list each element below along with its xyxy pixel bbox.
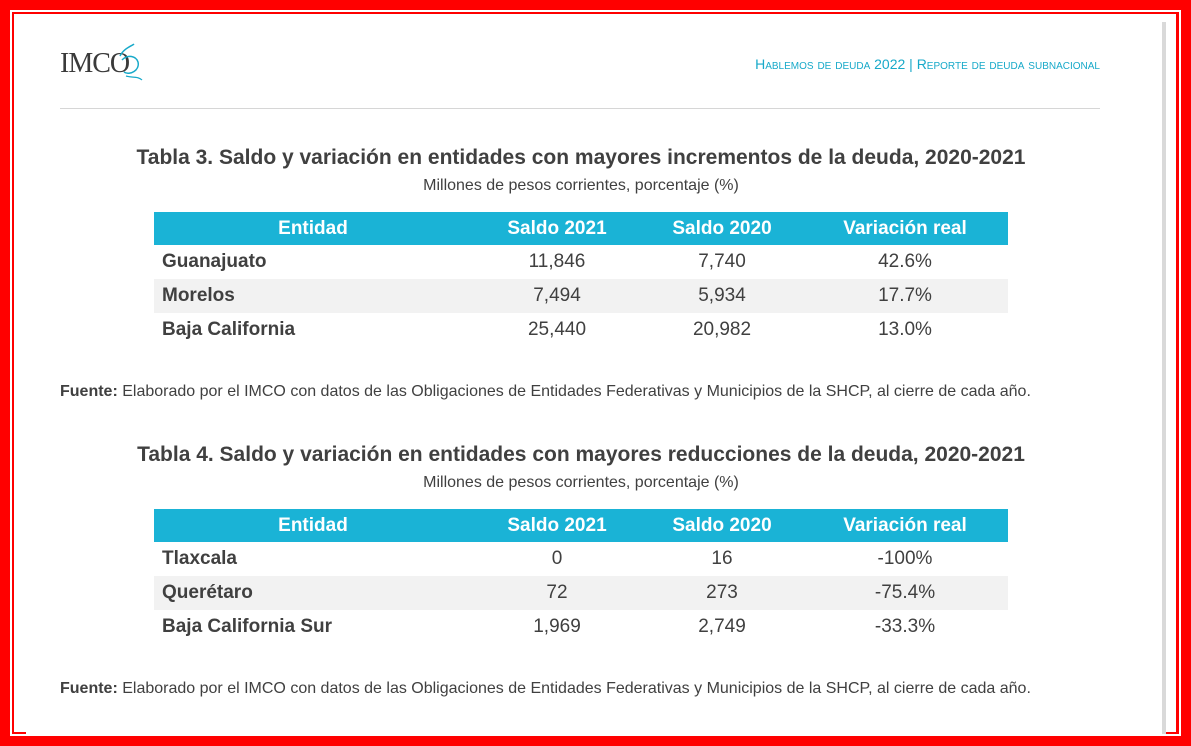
entity-cell: Baja California: [162, 319, 296, 340]
column-header: Saldo 2021: [472, 212, 642, 245]
value-cell: 7,740: [698, 251, 746, 272]
document-page: IMCO Hablemos de deuda 2022 | Reporte de…: [26, 22, 1166, 734]
value-cell: 1,969: [533, 616, 581, 637]
value-cell: 11,846: [528, 251, 586, 272]
table-row: Baja California 25,440 20,982 13.0%: [154, 313, 1008, 347]
table-header-row: Entidad Saldo 2021 Saldo 2020 Variación …: [154, 212, 1008, 245]
entity-cell: Querétaro: [154, 576, 472, 610]
value-cell: 2,749: [698, 616, 746, 637]
table-4-title: Tabla 4. Saldo y variación en entidades …: [137, 443, 1025, 466]
table-row: Querétaro 72 273 -75.4%: [154, 576, 1008, 610]
table-4-subtitle: Millones de pesos corrientes, porcentaje…: [423, 474, 739, 491]
value-cell: 25,440: [527, 319, 587, 340]
source-label: Fuente:: [60, 680, 118, 697]
report-header-title: Hablemos de deuda 2022 | Reporte de deud…: [755, 56, 1100, 72]
column-header: Entidad: [154, 509, 472, 542]
column-header: Saldo 2021: [472, 509, 642, 542]
column-header: Saldo 2020: [642, 212, 802, 245]
logo-swirl-icon: [119, 43, 143, 81]
value-cell: -100%: [877, 548, 933, 569]
value-cell: 42.6%: [878, 251, 932, 272]
column-header: Saldo 2020: [642, 509, 802, 542]
entity-cell: Guanajuato: [162, 251, 267, 272]
table-row: Baja California Sur 1,969 2,749 -33.3%: [154, 610, 1008, 644]
table-3-source: Fuente: Elaborado por el IMCO con datos …: [60, 380, 1110, 403]
entity-cell: Baja California Sur: [162, 616, 332, 637]
column-header: Entidad: [154, 212, 472, 245]
source-text: Elaborado por el IMCO con datos de las O…: [122, 383, 1031, 400]
value-cell: 17.7%: [802, 279, 1008, 313]
table-3-title: Tabla 3. Saldo y variación en entidades …: [136, 146, 1026, 169]
table-3-subtitle: Millones de pesos corrientes, porcentaje…: [423, 177, 739, 194]
value-cell: 5,934: [642, 279, 802, 313]
source-label: Fuente:: [60, 383, 118, 400]
table-4-source: Fuente: Elaborado por el IMCO con datos …: [60, 677, 1110, 700]
column-header: Variación real: [802, 212, 1008, 245]
value-cell: 16: [711, 548, 733, 569]
value-cell: -75.4%: [802, 576, 1008, 610]
table-3: Entidad Saldo 2021 Saldo 2020 Variación …: [154, 212, 1008, 347]
table-row: Morelos 7,494 5,934 17.7%: [154, 279, 1008, 313]
value-cell: 13.0%: [878, 319, 932, 340]
table-row: Tlaxcala 0 16 -100%: [154, 542, 1008, 576]
source-text: Elaborado por el IMCO con datos de las O…: [122, 680, 1031, 697]
value-cell: 0: [551, 548, 563, 569]
entity-cell: Tlaxcala: [162, 548, 237, 569]
value-cell: 273: [642, 576, 802, 610]
entity-cell: Morelos: [154, 279, 472, 313]
value-cell: 72: [472, 576, 642, 610]
value-cell: -33.3%: [874, 616, 936, 637]
logo-text: IMCO: [60, 48, 130, 79]
header-divider: [60, 108, 1100, 109]
value-cell: 20,982: [692, 319, 752, 340]
value-cell: 7,494: [472, 279, 642, 313]
table-row: Guanajuato 11,846 7,740 42.6%: [154, 245, 1008, 279]
imco-logo: IMCO: [60, 43, 143, 81]
table-header-row: Entidad Saldo 2021 Saldo 2020 Variación …: [154, 509, 1008, 542]
column-header: Variación real: [802, 509, 1008, 542]
table-4: Entidad Saldo 2021 Saldo 2020 Variación …: [154, 509, 1008, 644]
